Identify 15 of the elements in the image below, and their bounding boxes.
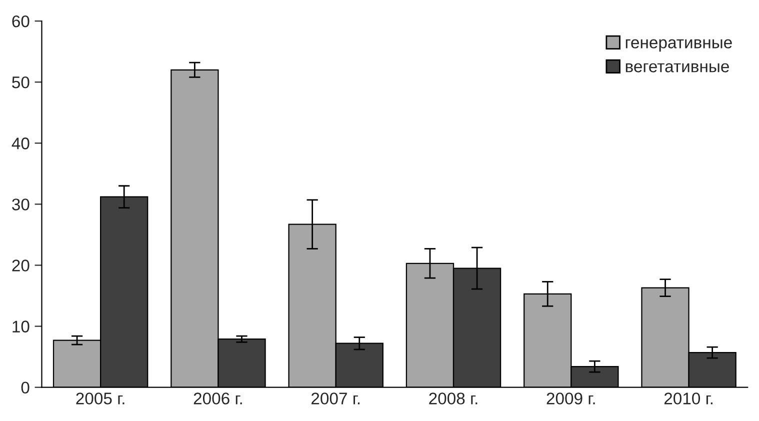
y-tick-label: 40 (12, 138, 30, 150)
y-tick-label: 30 (12, 198, 30, 210)
legend-label: вегетативные (626, 63, 729, 72)
x-tick-label: 2009 г. (546, 392, 595, 404)
y-tick-label: 50 (12, 76, 30, 88)
legend-label: генеративные (626, 39, 732, 52)
y-tick-label: 10 (12, 320, 30, 332)
x-tick-label: 2005 г. (76, 392, 124, 404)
y-tick-label: 20 (12, 260, 30, 272)
x-tick-label: 2008 г. (429, 392, 478, 404)
x-tick-label: 2007 г. (312, 392, 360, 404)
y-tick-label: 0 (21, 382, 30, 394)
y-tick-label: 60 (12, 15, 30, 28)
x-tick-label: 2006 г. (194, 392, 242, 404)
x-tick-label: 2010 г. (664, 392, 712, 404)
